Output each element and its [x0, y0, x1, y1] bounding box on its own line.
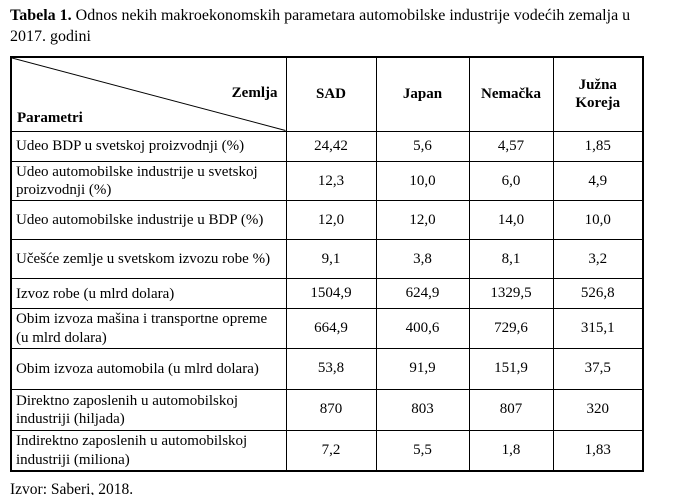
row-value: 3,2 — [552, 239, 644, 280]
row-value: 10,0 — [552, 200, 644, 241]
row-value: 12,0 — [375, 200, 470, 241]
row-parameter: Udeo automobilske industrije u svetskoj … — [10, 160, 287, 202]
row-value: 5,5 — [375, 429, 470, 472]
row-value: 4,9 — [552, 160, 644, 202]
row-value: 1,85 — [552, 130, 644, 162]
row-value: 6,0 — [468, 160, 554, 202]
row-value: 803 — [375, 388, 470, 431]
row-parameter: Obim izvoza automobila (u mlrd dolara) — [10, 347, 287, 390]
column-header-nemacka: Nemačka — [468, 56, 554, 132]
row-parameter: Obim izvoza mašina i transportne opreme … — [10, 308, 287, 349]
table-row: Učešće zemlje u svetskom izvozu robe %) … — [10, 239, 644, 280]
row-value: 10,0 — [375, 160, 470, 202]
row-value: 1,83 — [552, 429, 644, 472]
source-note: Izvor: Saberi, 2018. — [10, 481, 134, 495]
row-parameter: Udeo automobilske industrije u BDP (%) — [10, 200, 287, 241]
table-row: Izvoz robe (u mlrd dolara) 1504,9 624,9 … — [10, 278, 644, 310]
row-value: 664,9 — [285, 308, 377, 349]
row-value: 4,57 — [468, 130, 554, 162]
row-value: 53,8 — [285, 347, 377, 390]
row-parameter: Udeo BDP u svetskoj proizvodnji (%) — [10, 130, 287, 162]
row-value: 400,6 — [375, 308, 470, 349]
row-parameter: Direktno zaposlenih u automobilskoj indu… — [10, 388, 287, 431]
row-value: 624,9 — [375, 278, 470, 310]
row-parameter: Učešće zemlje u svetskom izvozu robe %) — [10, 239, 287, 280]
row-value: 1,8 — [468, 429, 554, 472]
table-row: Udeo BDP u svetskoj proizvodnji (%) 24,4… — [10, 130, 644, 162]
column-header-sad: SAD — [285, 56, 377, 132]
table-row: Direktno zaposlenih u automobilskoj indu… — [10, 388, 644, 431]
row-value: 91,9 — [375, 347, 470, 390]
table-row: Indirektno zaposlenih u automobilskoj in… — [10, 429, 644, 472]
table-row: Obim izvoza mašina i transportne opreme … — [10, 308, 644, 349]
table-row: Udeo automobilske industrije u svetskoj … — [10, 160, 644, 202]
table-caption-label: Tabela 1. — [10, 7, 72, 24]
row-value: 729,6 — [468, 308, 554, 349]
row-value: 315,1 — [552, 308, 644, 349]
row-value: 320 — [552, 388, 644, 431]
row-value: 526,8 — [552, 278, 644, 310]
row-value: 807 — [468, 388, 554, 431]
row-value: 12,0 — [285, 200, 377, 241]
row-value: 1504,9 — [285, 278, 377, 310]
table-row: Udeo automobilske industrije u BDP (%) 1… — [10, 200, 644, 241]
macro-parameters-table: Zemlja Parametri SAD Japan Nemačka Južna… — [10, 56, 644, 473]
row-value: 24,42 — [285, 130, 377, 162]
row-value: 3,8 — [375, 239, 470, 280]
row-value: 8,1 — [468, 239, 554, 280]
row-value: 7,2 — [285, 429, 377, 472]
table-row: Obim izvoza automobila (u mlrd dolara) 5… — [10, 347, 644, 390]
corner-cell: Zemlja Parametri — [10, 56, 287, 132]
row-value: 14,0 — [468, 200, 554, 241]
column-header-juzna-koreja: Južna Koreja — [552, 56, 644, 132]
table-caption-text: Odnos nekih makroekonomskih parametara a… — [10, 7, 631, 46]
table-caption: Tabela 1. Odnos nekih makroekonomskih pa… — [10, 5, 669, 47]
row-parameter: Indirektno zaposlenih u automobilskoj in… — [10, 429, 287, 472]
diagonal-divider-line — [12, 58, 286, 131]
row-value: 9,1 — [285, 239, 377, 280]
row-parameter: Izvoz robe (u mlrd dolara) — [10, 278, 287, 310]
row-value: 151,9 — [468, 347, 554, 390]
row-value: 1329,5 — [468, 278, 554, 310]
header-row: Zemlja Parametri SAD Japan Nemačka Južna… — [10, 56, 644, 132]
row-value: 5,6 — [375, 130, 470, 162]
row-value: 12,3 — [285, 160, 377, 202]
row-value: 870 — [285, 388, 377, 431]
column-header-japan: Japan — [375, 56, 470, 132]
corner-country-label: Zemlja — [231, 85, 278, 102]
corner-parameter-label: Parametri — [17, 109, 83, 126]
row-value: 37,5 — [552, 347, 644, 390]
